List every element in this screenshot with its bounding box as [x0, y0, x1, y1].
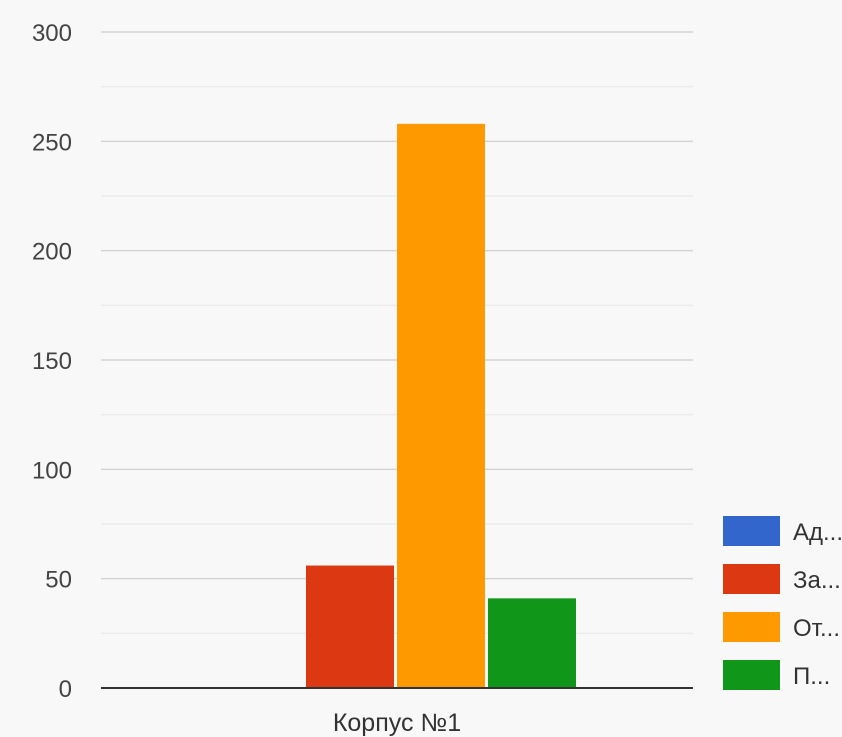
- y-tick-label: 200: [32, 239, 72, 266]
- y-tick-label: 250: [32, 129, 72, 156]
- legend-swatch: [723, 516, 780, 546]
- category-labels: Корпус №1: [333, 709, 461, 737]
- bars: [306, 123, 576, 689]
- y-tick-label: 150: [32, 348, 72, 375]
- legend-swatch: [723, 660, 780, 690]
- legend-label: П...: [793, 663, 830, 690]
- y-tick-label: 0: [59, 676, 72, 703]
- legend-label: От...: [793, 615, 840, 642]
- bar: [306, 565, 394, 688]
- bar: [488, 598, 576, 688]
- y-tick-label: 50: [45, 567, 72, 594]
- y-tick-label: 100: [32, 457, 72, 484]
- legend-label: За...: [793, 567, 841, 594]
- legend-swatch: [723, 564, 780, 594]
- y-axis: 0 50 100 150 200 250 300: [32, 20, 72, 703]
- legend-swatch: [723, 612, 780, 642]
- y-tick-label: 300: [32, 20, 72, 47]
- legend-label: Ад...: [793, 519, 842, 546]
- bar: [397, 123, 485, 689]
- x-category-label: Корпус №1: [333, 709, 461, 737]
- legend: Ад... За... От... П...: [723, 516, 842, 690]
